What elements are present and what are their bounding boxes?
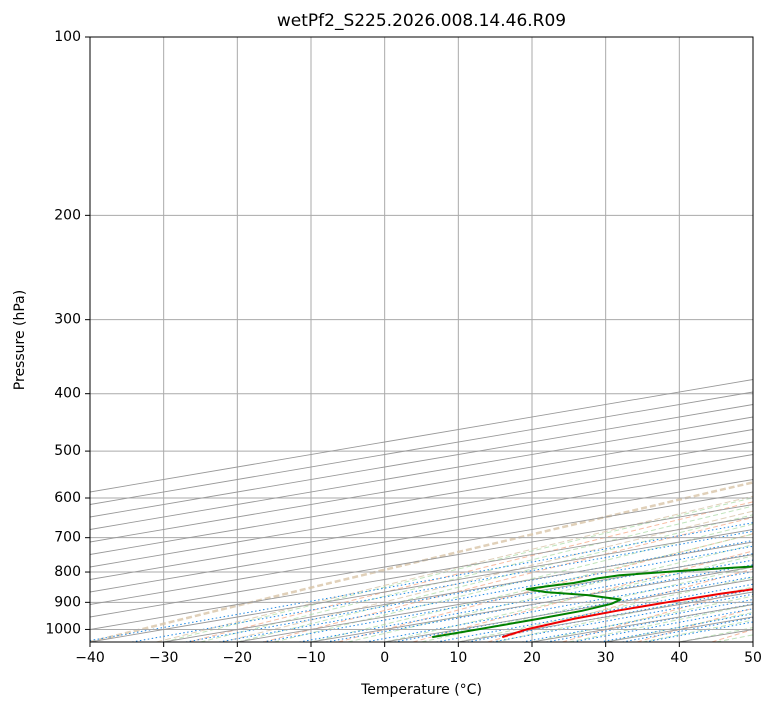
y-tick-label: 800 (54, 564, 81, 580)
chart-title: wetPf2_S225.2026.008.14.46.R09 (277, 11, 566, 31)
x-tick-label: 0 (380, 650, 389, 666)
x-tick-label: 10 (449, 650, 467, 666)
sounding-traces (432, 565, 753, 639)
theta-e-line (156, 495, 753, 642)
mixing-ratio-line (131, 530, 753, 642)
y-tick-label: 400 (54, 386, 81, 402)
x-tick-label: 50 (744, 650, 762, 666)
y-axis-label: Pressure (hPa) (12, 290, 28, 390)
moist-adiabat (163, 497, 753, 642)
isobars (90, 37, 753, 630)
isotherm-line (90, 529, 753, 642)
y-tick-label: 600 (54, 490, 81, 506)
y-tick-label: 1000 (45, 621, 81, 637)
y-tick-label: 900 (54, 594, 81, 610)
isotherm-line (90, 466, 753, 580)
x-tick-label: −10 (296, 650, 326, 666)
y-tick-label: 500 (54, 443, 81, 459)
mixing-ratio-line (185, 539, 753, 642)
mixing-ratio-line (492, 593, 753, 642)
skewed-isotherms (90, 379, 753, 642)
x-axis-label: Temperature (°C) (360, 682, 482, 698)
y-tick-label: 700 (54, 530, 81, 546)
plot-frame (89, 36, 754, 643)
isotherm-line (90, 454, 753, 568)
y-tick-label: 300 (54, 312, 81, 328)
moist-adiabat (200, 505, 753, 642)
x-tick-label: 40 (670, 650, 688, 666)
mixing-ratio-line (90, 522, 753, 642)
theta-e-lines (90, 481, 753, 642)
x-tick-label: 30 (597, 650, 615, 666)
isotherm-line (90, 479, 753, 593)
dewpoint-trace (432, 565, 753, 639)
x-tick-label: 20 (523, 650, 541, 666)
moist-adiabat (310, 533, 753, 642)
moist-adiabats (163, 497, 753, 642)
theta-e-line (222, 510, 753, 642)
x-tick-label: −40 (75, 650, 105, 666)
mixing-ratio-line (218, 545, 753, 642)
isotherm-line (90, 516, 753, 630)
isotherm-line (90, 491, 753, 605)
isotherm-line (90, 441, 753, 555)
x-tick-label: −30 (149, 650, 179, 666)
isotherm-line (90, 429, 753, 543)
moist-adiabat (384, 555, 753, 642)
isotherm-line (90, 504, 753, 618)
mixing-ratio-line (436, 583, 753, 642)
mixing-ratio-lines (90, 522, 753, 642)
mixing-ratio-line (467, 589, 753, 642)
theta-e-line (90, 481, 753, 642)
y-tick-label: 100 (54, 29, 81, 45)
x-tick-label: −20 (223, 650, 253, 666)
axes: −40 −30 −20 −10 0 10 20 30 40 50 100 200 300 400 500 60… (45, 29, 762, 666)
temperature-gridlines (90, 37, 753, 642)
y-tick-label: 200 (54, 207, 81, 223)
